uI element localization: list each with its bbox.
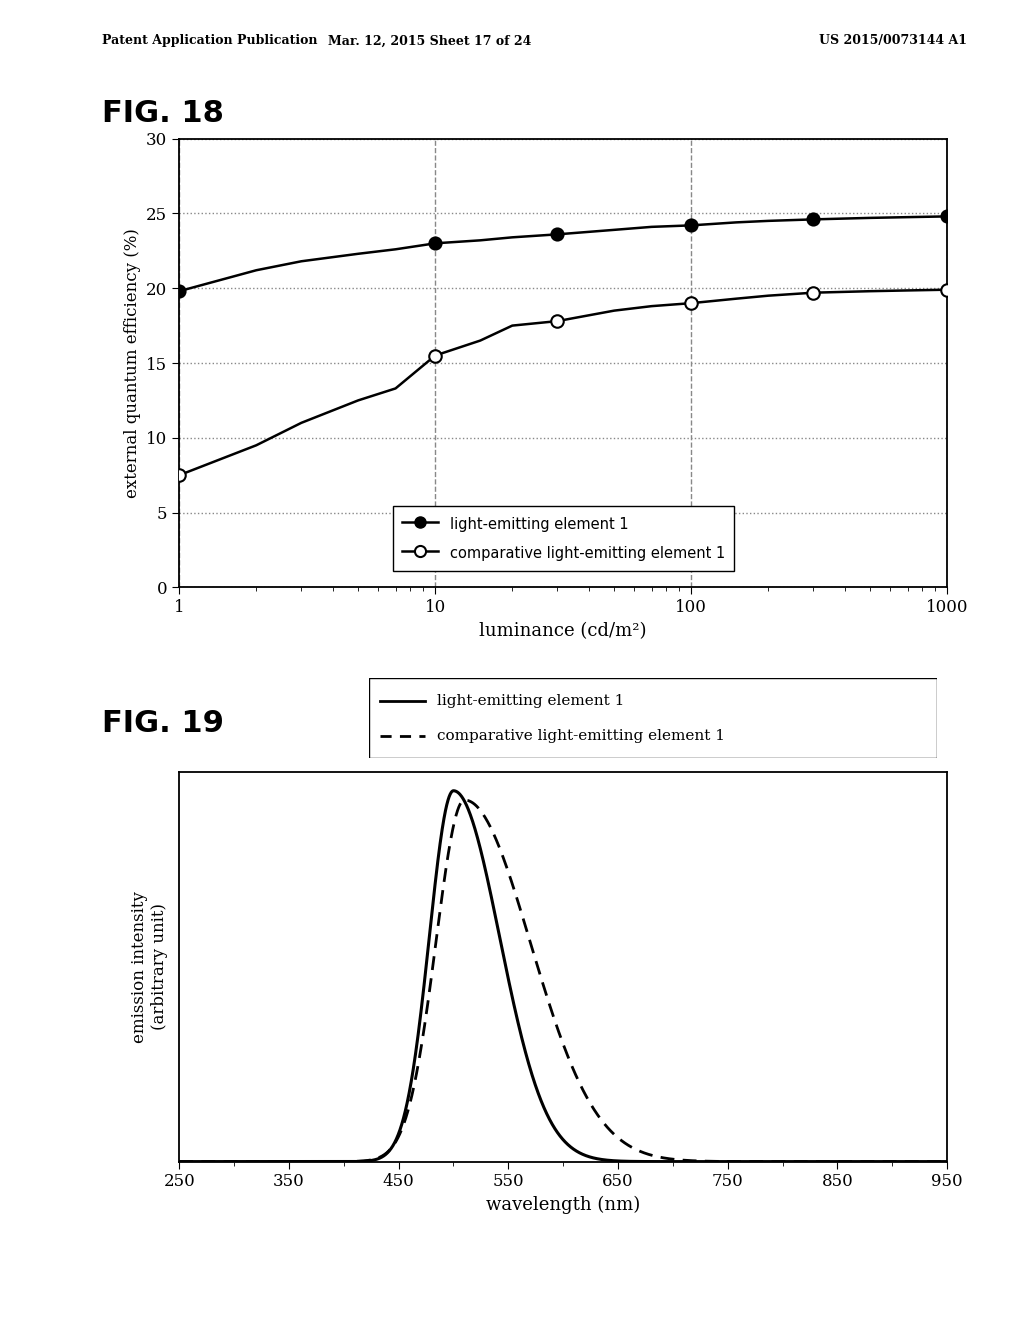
X-axis label: luminance (cd/m²): luminance (cd/m²) (479, 622, 647, 640)
Y-axis label: external quantum efficiency (%): external quantum efficiency (%) (124, 228, 140, 498)
Y-axis label: emission intensity
(arbitrary unit): emission intensity (arbitrary unit) (131, 891, 168, 1043)
Text: US 2015/0073144 A1: US 2015/0073144 A1 (819, 34, 968, 48)
Text: comparative light-emitting element 1: comparative light-emitting element 1 (437, 729, 725, 743)
Text: FIG. 19: FIG. 19 (102, 709, 224, 738)
Text: Mar. 12, 2015 Sheet 17 of 24: Mar. 12, 2015 Sheet 17 of 24 (329, 34, 531, 48)
X-axis label: wavelength (nm): wavelength (nm) (486, 1196, 640, 1214)
Text: Patent Application Publication: Patent Application Publication (102, 34, 317, 48)
Text: FIG. 18: FIG. 18 (102, 99, 224, 128)
Legend: light-emitting element 1, comparative light-emitting element 1: light-emitting element 1, comparative li… (393, 507, 733, 572)
FancyBboxPatch shape (369, 678, 937, 758)
Text: light-emitting element 1: light-emitting element 1 (437, 693, 625, 708)
